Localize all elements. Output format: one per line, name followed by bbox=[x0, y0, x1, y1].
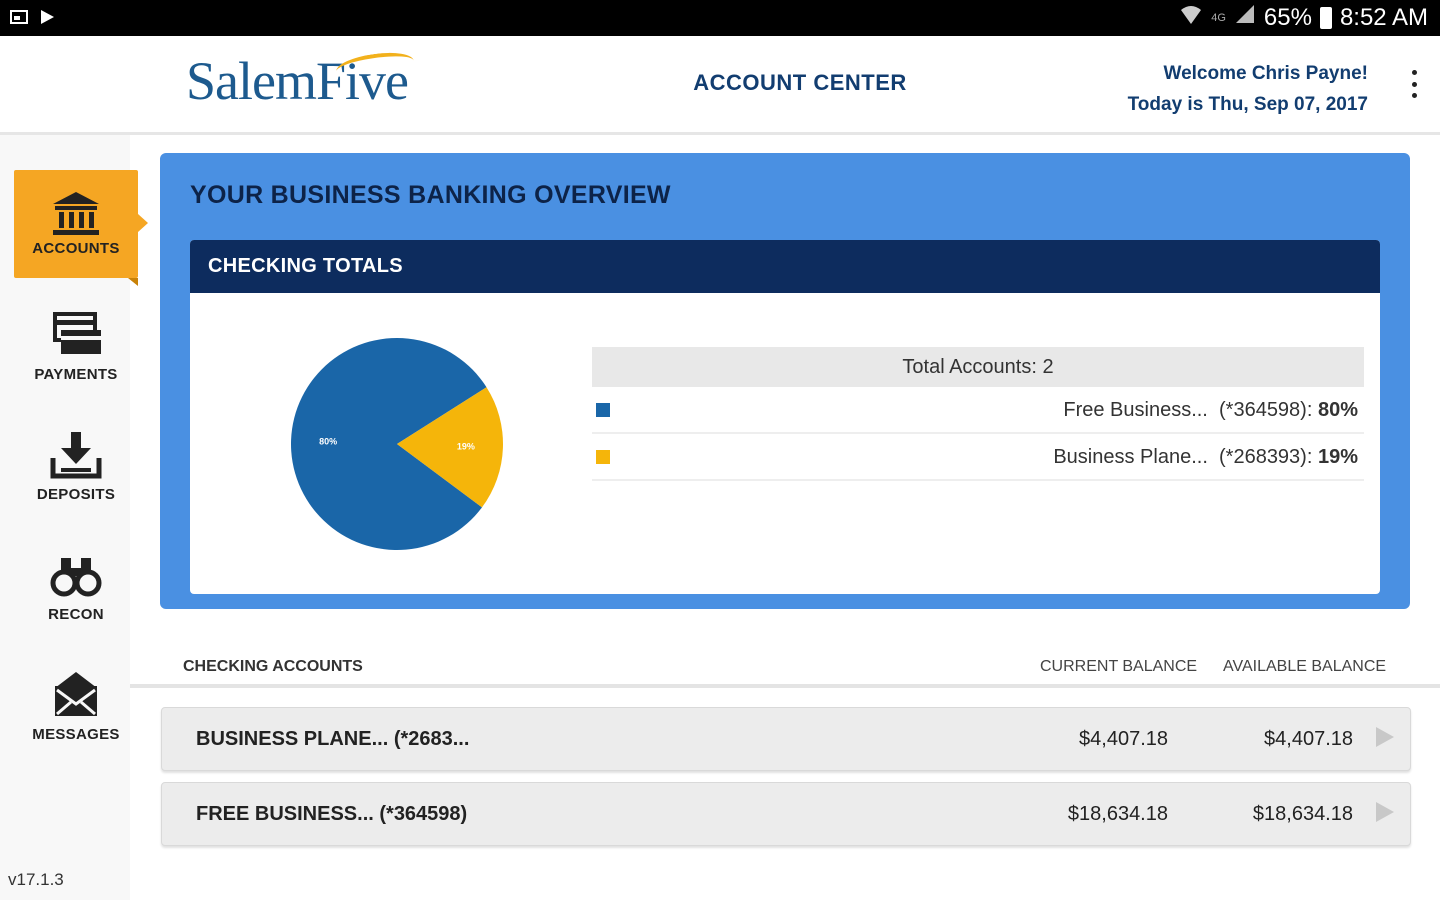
account-row[interactable]: FREE BUSINESS... (*364598) $18,634.18 $1… bbox=[161, 782, 1411, 846]
battery-percent: 65% bbox=[1263, 3, 1312, 31]
bank-icon bbox=[53, 192, 99, 235]
overflow-menu-icon[interactable] bbox=[1410, 70, 1418, 98]
pie-slice-label: 80% bbox=[319, 436, 337, 446]
legend-account-name: Free Business... bbox=[1063, 399, 1208, 421]
logo-text-five: Five bbox=[315, 51, 409, 111]
logo-text-salem: Salem bbox=[186, 51, 317, 111]
available-balance: $4,407.18 bbox=[1264, 728, 1353, 750]
sidebar-item-label: RECON bbox=[48, 606, 104, 623]
current-balance: $4,407.18 bbox=[1079, 728, 1168, 750]
chevron-right-icon[interactable] bbox=[1376, 802, 1394, 822]
overview-title: YOUR BUSINESS BANKING OVERVIEW bbox=[190, 181, 671, 209]
account-name: FREE BUSINESS... (*364598) bbox=[196, 803, 468, 825]
welcome-block: Welcome Chris Payne! Today is Thu, Sep 0… bbox=[1128, 58, 1368, 120]
legend-percent: 19% bbox=[1317, 446, 1358, 468]
overview-panel: YOUR BUSINESS BANKING OVERVIEW CHECKING … bbox=[160, 153, 1410, 609]
available-balance: $18,634.18 bbox=[1252, 803, 1353, 825]
legend-text: Business Plane... (*268393): 19% bbox=[1053, 446, 1358, 469]
sidebar-item-messages[interactable]: MESSAGES bbox=[14, 662, 138, 770]
legend-text: Free Business... (*364598): 80% bbox=[1063, 399, 1358, 422]
sidebar-item-deposits[interactable]: DEPOSITS bbox=[14, 420, 138, 528]
legend-percent: 80% bbox=[1317, 399, 1358, 421]
sidebar-item-label: MESSAGES bbox=[32, 726, 120, 743]
chevron-right-icon[interactable] bbox=[1376, 727, 1394, 747]
total-accounts-label: Total Accounts: 2 bbox=[592, 347, 1364, 387]
deposit-icon bbox=[50, 432, 102, 479]
welcome-text: Welcome Chris Payne! bbox=[1163, 63, 1368, 84]
page-title: ACCOUNT CENTER bbox=[693, 70, 907, 95]
account-name: BUSINESS PLANE... (*2683... bbox=[196, 728, 470, 750]
column-header-accounts: CHECKING ACCOUNTS bbox=[183, 658, 363, 675]
legend-swatch bbox=[596, 403, 610, 417]
salem-five-logo: SalemFive bbox=[186, 50, 409, 112]
sidebar-item-label: PAYMENTS bbox=[34, 366, 118, 383]
sidebar-item-payments[interactable]: PAYMENTS bbox=[14, 300, 138, 408]
account-row[interactable]: BUSINESS PLANE... (*2683... $4,407.18 $4… bbox=[161, 707, 1411, 771]
app-version: v17.1.3 bbox=[8, 870, 64, 889]
legend-account-number: (*268393): bbox=[1219, 446, 1313, 468]
pie-slice-label: 19% bbox=[457, 442, 475, 452]
checking-totals-card: CHECKING TOTALS 80% 19% Total Accounts: 2… bbox=[190, 240, 1380, 594]
chart-legend: Total Accounts: 2 Free Business... (*364… bbox=[592, 347, 1364, 481]
column-header-current-balance: CURRENT BALANCE bbox=[1040, 658, 1198, 675]
network-label: 4G bbox=[1211, 11, 1226, 24]
clock: 8:52 AM bbox=[1339, 3, 1428, 31]
legend-row: Business Plane... (*268393): 19% bbox=[592, 434, 1364, 481]
accounts-list-header: CHECKING ACCOUNTS CURRENT BALANCE AVAILA… bbox=[130, 656, 1440, 688]
app-header: SalemFive ACCOUNT CENTER Welcome Chris P… bbox=[0, 36, 1440, 135]
date-text: Today is Thu, Sep 07, 2017 bbox=[1127, 94, 1368, 115]
checking-totals-header: CHECKING TOTALS bbox=[190, 240, 1380, 293]
checking-totals-pie-chart: 80% 19% bbox=[291, 338, 503, 550]
legend-row: Free Business... (*364598): 80% bbox=[592, 387, 1364, 434]
gallery-icon bbox=[10, 8, 28, 26]
legend-account-number: (*364598): bbox=[1219, 399, 1313, 421]
payments-icon bbox=[53, 312, 101, 354]
envelope-icon bbox=[55, 672, 97, 716]
sidebar-item-accounts[interactable]: ACCOUNTS bbox=[14, 170, 148, 286]
play-store-icon bbox=[38, 8, 56, 26]
sidebar-item-recon[interactable]: RECON bbox=[14, 540, 138, 648]
sidebar-item-label: DEPOSITS bbox=[36, 486, 116, 503]
legend-account-name: Business Plane... bbox=[1053, 446, 1208, 468]
column-header-available-balance: AVAILABLE BALANCE bbox=[1223, 658, 1387, 675]
binoculars-icon bbox=[50, 558, 102, 597]
wifi-icon bbox=[1179, 2, 1203, 33]
signal-icon bbox=[1234, 3, 1256, 32]
pie-slice bbox=[291, 338, 487, 550]
current-balance: $18,634.18 bbox=[1067, 803, 1168, 825]
legend-swatch bbox=[596, 450, 610, 464]
sidebar-item-label: ACCOUNTS bbox=[32, 240, 120, 257]
battery-icon bbox=[1319, 6, 1332, 29]
status-bar: 4G 65% 8:52 AM bbox=[0, 0, 1440, 36]
pie-slice bbox=[397, 387, 503, 508]
